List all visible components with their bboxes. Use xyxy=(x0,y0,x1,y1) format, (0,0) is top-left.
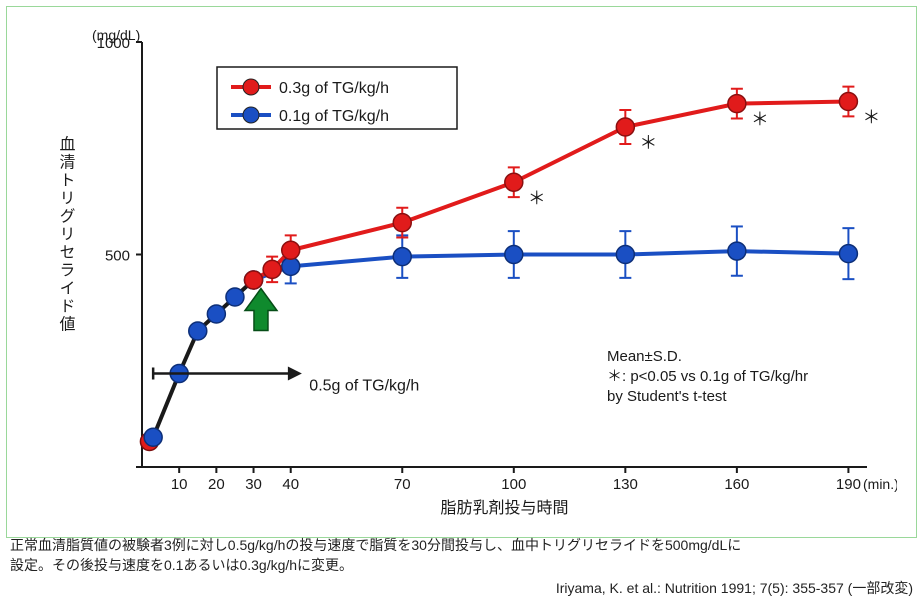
svg-text:0.1g of TG/kg/h: 0.1g of TG/kg/h xyxy=(279,108,389,125)
svg-text:(min.): (min.) xyxy=(863,476,897,492)
svg-text:＊: ＊ xyxy=(528,188,546,208)
svg-text:130: 130 xyxy=(613,476,638,493)
svg-text:by Student's t-test: by Student's t-test xyxy=(607,388,727,405)
citation: Iriyama, K. et al.: Nutrition 1991; 7(5)… xyxy=(10,578,913,598)
caption-line2: 設定。その後投与速度を0.1あるいは0.3g/kg/hに変更。 xyxy=(10,557,353,573)
svg-text:190: 190 xyxy=(836,476,861,493)
caption-line1: 正常血清脂質値の被験者3例に対し0.5g/kg/hの投与速度で脂質を30分間投与… xyxy=(10,537,741,553)
svg-text:＊: ＊ xyxy=(862,108,880,128)
svg-text:500: 500 xyxy=(105,248,130,265)
svg-text:40: 40 xyxy=(282,476,299,493)
svg-text:脂肪乳剤投与時間: 脂肪乳剤投与時間 xyxy=(440,499,568,517)
svg-text:Mean±S.D.: Mean±S.D. xyxy=(607,348,682,365)
svg-text:10: 10 xyxy=(171,476,188,493)
svg-text:＊: p<0.05 vs 0.1g of TG/kg/hr: ＊: p<0.05 vs 0.1g of TG/kg/hr xyxy=(607,368,808,385)
svg-text:＊: ＊ xyxy=(751,110,769,130)
svg-text:0.3g of TG/kg/h: 0.3g of TG/kg/h xyxy=(279,80,389,97)
svg-text:＊: ＊ xyxy=(639,133,657,153)
svg-text:160: 160 xyxy=(724,476,749,493)
svg-text:20: 20 xyxy=(208,476,225,493)
svg-text:100: 100 xyxy=(501,476,526,493)
svg-text:血清トリグリセライド値: 血清トリグリセライド値 xyxy=(57,136,76,334)
chart-frame: 5001000(mg/dL)血清トリグリセライド値102030407010013… xyxy=(6,6,917,538)
svg-text:(mg/dL): (mg/dL) xyxy=(92,27,140,43)
chart: 5001000(mg/dL)血清トリグリセライド値102030407010013… xyxy=(47,22,896,517)
svg-text:0.5g of TG/kg/h: 0.5g of TG/kg/h xyxy=(309,378,419,395)
svg-text:30: 30 xyxy=(245,476,262,493)
svg-text:70: 70 xyxy=(394,476,411,493)
caption-block: 正常血清脂質値の被験者3例に対し0.5g/kg/hの投与速度で脂質を30分間投与… xyxy=(10,535,913,598)
